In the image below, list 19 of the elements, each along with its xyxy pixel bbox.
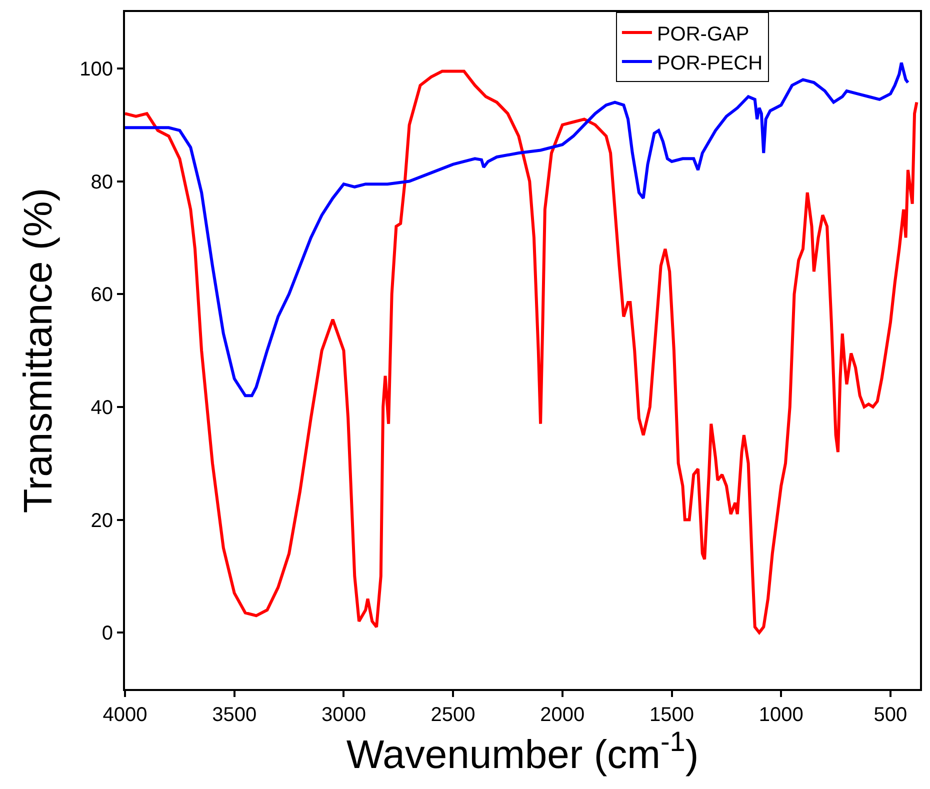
line-series bbox=[125, 70, 918, 634]
legend-label: POR-PECH bbox=[656, 52, 763, 74]
y-tick-label: 20 bbox=[90, 510, 113, 532]
x-tick-label: 3500 bbox=[212, 704, 257, 726]
x-tick-label: 1000 bbox=[758, 704, 804, 726]
x-tick-label: 2000 bbox=[540, 704, 585, 726]
y-tick-label: 0 bbox=[102, 622, 113, 645]
x-tick-label: 1500 bbox=[650, 704, 694, 726]
x-axis-title: Wavenumber (cm$^{-1}$) bbox=[346, 726, 699, 777]
x-tick-label: 3000 bbox=[321, 704, 366, 726]
legend-label: POR-GAP bbox=[656, 23, 750, 46]
y-tick-label: 40 bbox=[90, 396, 113, 419]
y-axis-title: Transmittance (%) bbox=[16, 188, 61, 514]
y-tick-label: 100 bbox=[80, 58, 113, 80]
x-tick-label: 2500 bbox=[430, 704, 476, 726]
x-tick-label: 500 bbox=[874, 704, 908, 726]
x-tick-label: 4000 bbox=[102, 704, 148, 726]
y-tick-label: 60 bbox=[90, 284, 113, 306]
y-tick-label: 80 bbox=[90, 171, 113, 194]
